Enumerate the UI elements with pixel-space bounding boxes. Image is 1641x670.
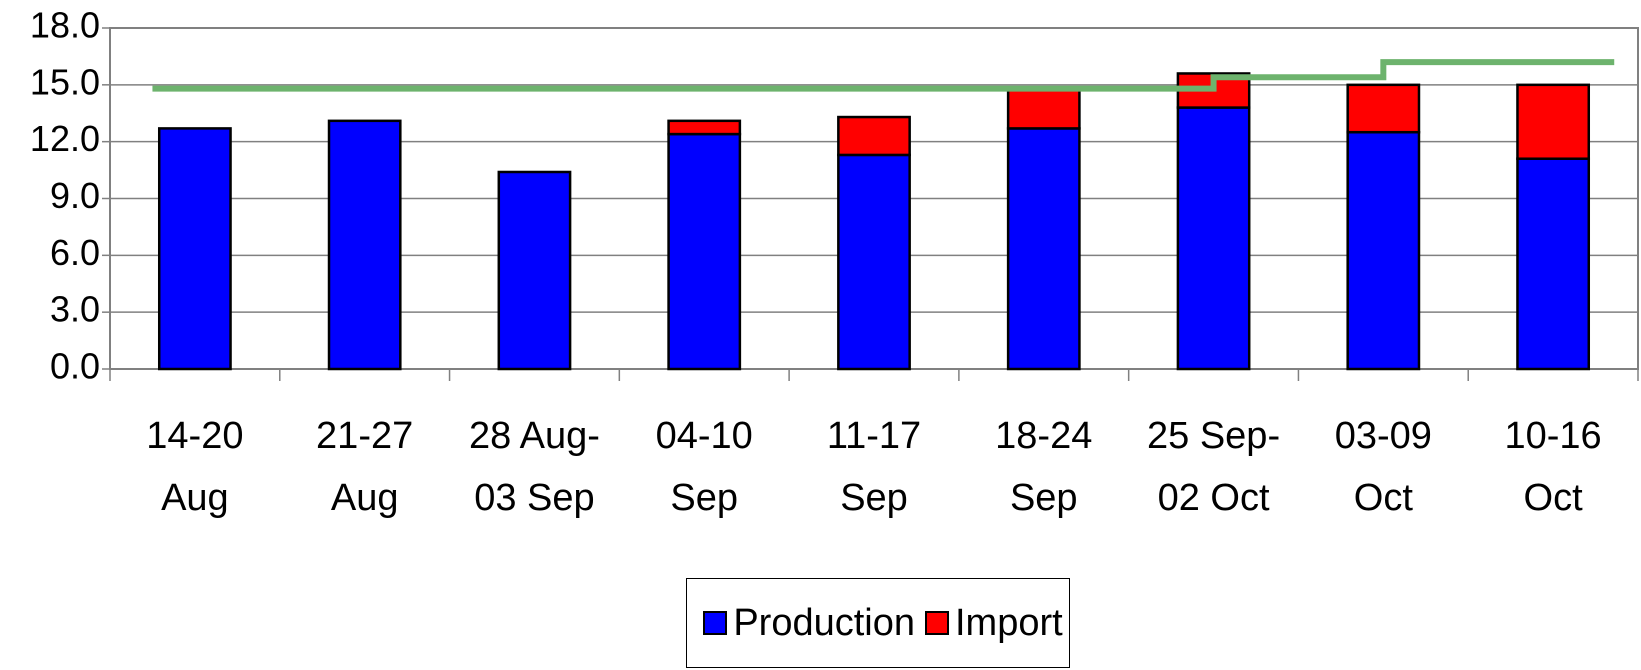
step-line: [152, 59, 1615, 92]
legend-swatch: [703, 611, 728, 635]
bar-segment: [667, 132, 742, 371]
y-tick-label: 6.0: [50, 232, 100, 273]
bar-segment: [837, 153, 911, 371]
x-tick-label: 25 Sep- 02 Oct: [1147, 415, 1281, 519]
bar-segment: [837, 115, 911, 157]
x-tick-label: 04-10 Sep: [655, 415, 753, 519]
bar-segment: [157, 127, 232, 371]
bar-segment: [1346, 83, 1421, 134]
bar-segment: [1346, 130, 1421, 371]
x-tick-label: 28 Aug- 03 Sep: [468, 415, 600, 519]
legend-label: Import: [954, 601, 1063, 644]
legend-swatch: [924, 611, 949, 635]
bar-segment: [1176, 106, 1251, 371]
bar-segment: [1516, 83, 1591, 160]
x-tick-label: 21-27 Aug: [316, 415, 414, 519]
legend-label: Production: [733, 601, 915, 644]
y-tick-label: 0.0: [50, 346, 100, 387]
x-tick-label: 14-20 Aug: [146, 415, 244, 519]
y-tick-label: 3.0: [50, 289, 100, 330]
legend: Production Import: [686, 578, 1070, 668]
bar-segment: [1006, 87, 1081, 130]
x-tick-label: 10-16 Oct: [1504, 415, 1602, 519]
y-tick-label: 18.0: [30, 5, 100, 46]
y-tick-label: 9.0: [50, 175, 100, 216]
y-tick-label: 15.0: [30, 61, 100, 102]
y-tick-label: 12.0: [30, 118, 100, 159]
bar-segment: [497, 170, 572, 371]
bar-segment: [1516, 157, 1591, 371]
bar-segment: [667, 119, 742, 136]
bar-segment: [327, 119, 402, 371]
x-tick-label: 11-17 Sep: [826, 415, 922, 519]
x-tick-label: 03-09 Oct: [1334, 415, 1432, 519]
x-tick-label: 18-24 Sep: [995, 415, 1093, 519]
bar-segment: [1006, 127, 1081, 371]
